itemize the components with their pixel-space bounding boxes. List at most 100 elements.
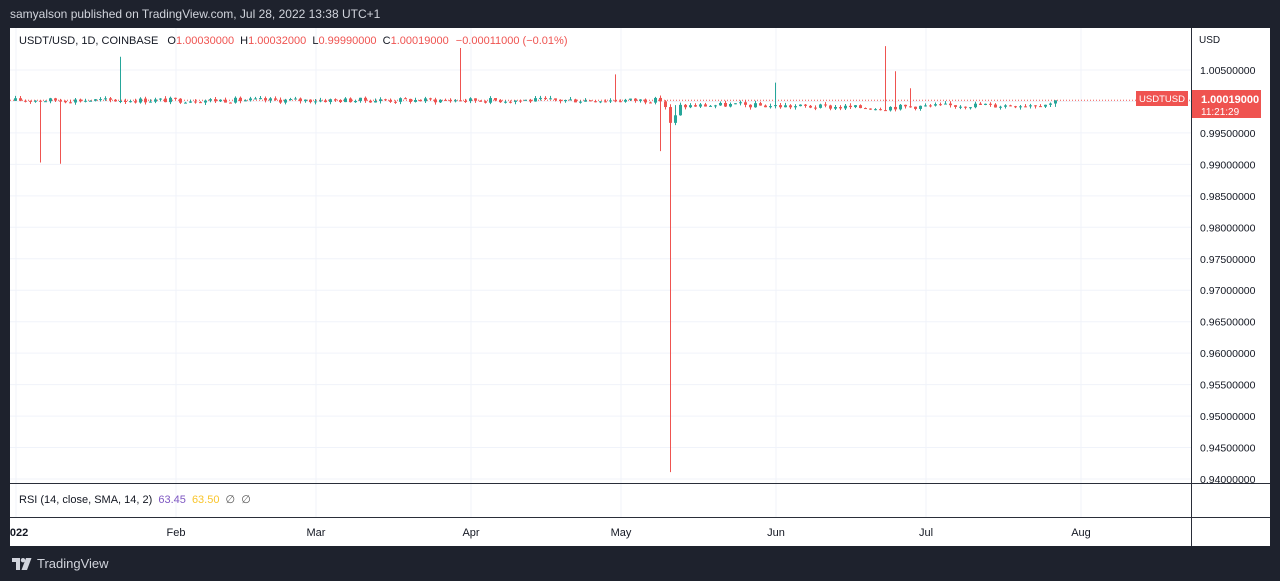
candle-body xyxy=(394,101,397,103)
candle-body xyxy=(69,102,72,104)
low-label: L xyxy=(312,35,319,47)
candle-body xyxy=(194,101,197,103)
candle-body xyxy=(674,115,677,123)
candle-body xyxy=(954,105,957,107)
candle-body xyxy=(239,97,242,102)
candle-body xyxy=(314,101,317,103)
candle-body xyxy=(949,103,952,106)
candle-body xyxy=(224,99,227,103)
candle-body xyxy=(749,104,752,108)
candle-body xyxy=(159,98,162,100)
candle-body xyxy=(1019,106,1022,108)
candle-body xyxy=(279,99,282,103)
candles xyxy=(14,46,1057,473)
ohlc-legend: USDT/USD, 1D, COINBASE O1.00030000 H1.00… xyxy=(19,35,567,47)
candle-body xyxy=(1054,100,1057,104)
candle-body xyxy=(654,97,657,103)
candle-body xyxy=(339,99,342,103)
candle-body xyxy=(929,105,932,107)
candle-body xyxy=(1044,104,1047,107)
close-label: C xyxy=(382,35,391,47)
candle-body xyxy=(59,100,62,102)
published-info: samyalson published on TradingView.com, … xyxy=(10,7,381,21)
candle-body xyxy=(19,98,22,101)
candle-body xyxy=(534,98,537,102)
candle-body xyxy=(309,99,312,103)
candle-body xyxy=(34,100,37,102)
candle-body xyxy=(614,100,617,102)
candle-body xyxy=(649,102,652,104)
candle-body xyxy=(154,99,157,102)
candle-body xyxy=(539,97,542,99)
candle-body xyxy=(469,98,472,102)
candle-body xyxy=(789,105,792,108)
candle-body xyxy=(354,100,357,103)
candle-body xyxy=(334,99,337,101)
candle-body xyxy=(1024,106,1027,108)
high-value: 1.00032000 xyxy=(248,35,307,47)
candle-body xyxy=(79,99,82,102)
symbol-info[interactable]: USDT/USD, 1D, COINBASE xyxy=(19,35,159,47)
candle-body xyxy=(589,100,592,102)
candle-body xyxy=(734,103,737,105)
candle-body xyxy=(134,101,137,103)
candle-body xyxy=(244,100,247,102)
candle-body xyxy=(729,103,732,107)
candle-body xyxy=(214,99,217,102)
price-axis-unit: USD xyxy=(1199,35,1220,46)
candle-body xyxy=(144,98,147,103)
candle-body xyxy=(564,99,567,102)
candle-body xyxy=(259,98,262,100)
candle-body xyxy=(544,97,547,99)
candle-body xyxy=(584,100,587,102)
rsi-label[interactable]: RSI (14, close, SMA, 14, 2) xyxy=(19,494,153,506)
chart-svg[interactable]: USD 1.005000001.000000000.995000000.9900… xyxy=(4,28,1270,546)
candle-body xyxy=(304,99,307,102)
candle-body xyxy=(449,100,452,102)
candle-body xyxy=(819,104,822,108)
price-tag: USDTUSD 1.00019000 11:21:29 xyxy=(1136,90,1261,118)
candle-body xyxy=(204,100,207,103)
candle-body xyxy=(189,101,192,103)
candle-body xyxy=(39,100,42,102)
time-axis[interactable]: 2022 Feb Mar Apr May Jun Jul Aug xyxy=(4,527,1091,539)
price-tick-label: 0.97500000 xyxy=(1200,254,1256,266)
candle-body xyxy=(444,99,447,101)
candle-body xyxy=(799,104,802,107)
price-tag-symbol-bg xyxy=(1136,91,1188,106)
candle-body xyxy=(14,98,17,101)
candle-body xyxy=(174,97,177,99)
candle-body xyxy=(499,100,502,103)
chart-panel[interactable]: USD 1.005000001.000000000.995000000.9900… xyxy=(4,28,1270,546)
candle-body xyxy=(739,102,742,104)
top-bar: samyalson published on TradingView.com, … xyxy=(0,0,1280,28)
candle-body xyxy=(344,98,347,103)
candle-body xyxy=(994,104,997,108)
candle-body xyxy=(759,103,762,106)
price-tick-label: 0.95000000 xyxy=(1200,411,1256,423)
candle-body xyxy=(269,98,272,101)
candle-body xyxy=(684,104,687,108)
candle-body xyxy=(529,99,532,102)
candle-body xyxy=(74,99,77,103)
candle-body xyxy=(889,106,892,111)
candle-body xyxy=(599,101,602,103)
candle-body xyxy=(724,102,727,107)
candle-body xyxy=(699,104,702,107)
price-tick-label: 0.94000000 xyxy=(1200,474,1256,486)
candle-body xyxy=(249,98,252,101)
tradingview-logo[interactable]: TradingView xyxy=(12,556,109,571)
candle-body xyxy=(484,101,487,103)
candle-body xyxy=(924,105,927,107)
price-tag-symbol: USDTUSD xyxy=(1139,94,1185,105)
price-axis[interactable]: 1.005000001.000000000.995000000.99000000… xyxy=(1200,65,1256,486)
candle-body xyxy=(29,100,32,102)
candle-body xyxy=(854,105,857,108)
candle-body xyxy=(329,99,332,103)
candle-body xyxy=(84,100,87,102)
candle-body xyxy=(184,102,187,104)
candle-body xyxy=(979,103,982,105)
candle-body xyxy=(324,100,327,103)
candle-body xyxy=(884,110,887,112)
candle-body xyxy=(834,106,837,109)
